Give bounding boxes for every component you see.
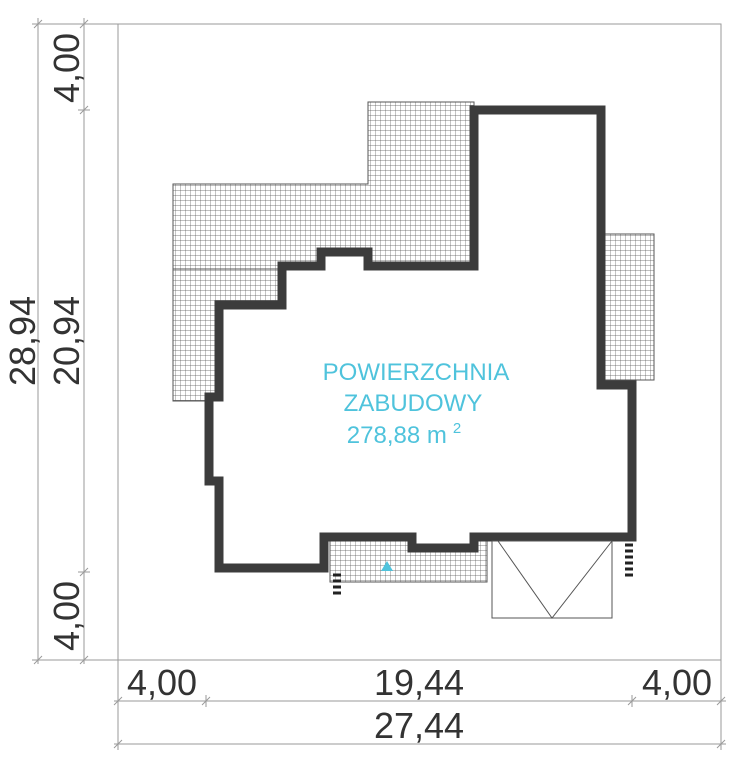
bottom-dimension-lines	[113, 660, 726, 750]
dim-left-top: 4,00	[46, 33, 87, 103]
dim-left-middle: 20,94	[46, 296, 87, 386]
entrance-triangle-icon	[381, 561, 393, 571]
area-label-line1: POWIERZCHNIA	[323, 359, 510, 386]
dim-bottom-total: 27,44	[374, 705, 464, 746]
hatch-east	[599, 233, 655, 381]
dim-bottom-right: 4,00	[642, 662, 712, 703]
dim-left-bottom: 4,00	[46, 581, 87, 651]
building-outline	[204, 105, 637, 573]
area-unit-superscript: 2	[453, 420, 461, 437]
left-dimension-lines	[32, 18, 118, 665]
dim-left-total: 28,94	[2, 296, 43, 386]
area-label-line2: ZABUDOWY	[344, 390, 483, 417]
area-label-value: 278,88 m 2	[347, 420, 461, 449]
hatch-north-west	[172, 101, 475, 270]
area-value: 278,88 m	[347, 422, 447, 449]
dim-bottom-left: 4,00	[127, 662, 197, 703]
plot-boundary	[117, 23, 722, 661]
carport	[491, 540, 613, 619]
dim-bottom-middle: 19,44	[374, 662, 464, 703]
steps-right	[625, 543, 633, 577]
steps-left	[333, 573, 341, 595]
